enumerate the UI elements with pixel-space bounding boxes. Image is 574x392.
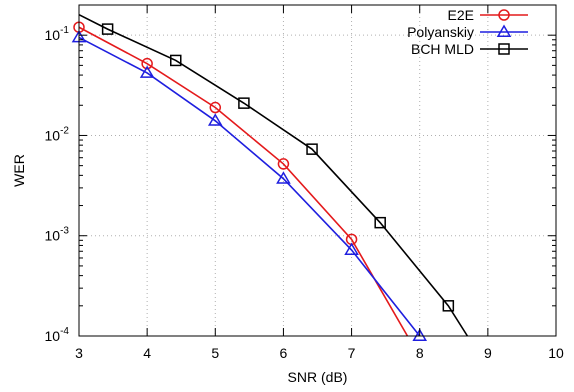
legend-marker <box>498 43 510 55</box>
grid <box>79 5 556 336</box>
series-polyanskiy <box>71 29 428 341</box>
legend-marker <box>496 24 512 37</box>
data-point <box>170 54 182 67</box>
data-point <box>306 143 318 155</box>
x-tick-label: 3 <box>75 345 83 361</box>
x-tick-label: 9 <box>484 345 492 361</box>
legend-marker <box>498 9 510 21</box>
data-point <box>442 300 455 312</box>
plot-frame <box>78 4 557 337</box>
data-point <box>207 113 223 126</box>
x-tick-label: 7 <box>348 345 356 361</box>
data-point <box>238 97 250 109</box>
legend-label: Polyanskiy <box>407 24 474 40</box>
series-line <box>78 14 469 337</box>
legend-label: BCH MLD <box>411 41 474 57</box>
data-point <box>209 101 222 114</box>
data-point <box>412 328 428 341</box>
y-tick-label: 10-2 <box>45 125 70 143</box>
data-point <box>276 171 291 184</box>
x-tick-label: 6 <box>280 345 288 361</box>
x-tick-label: 4 <box>143 345 151 361</box>
data-point <box>374 216 386 229</box>
y-axis-label: WER <box>11 154 27 187</box>
ticks: 3 4 5 6 7 8 9 10 10-1 10-2 10-3 10-4 <box>45 4 564 361</box>
data-point <box>344 242 359 255</box>
data-point <box>139 65 155 78</box>
x-axis-label: SNR (dB) <box>288 369 348 385</box>
series-line <box>78 26 409 337</box>
series-line <box>78 36 421 337</box>
legend-label: E2E <box>448 7 474 23</box>
data-point <box>101 23 114 35</box>
series-e2e <box>73 21 409 337</box>
x-tick-label: 5 <box>211 345 219 361</box>
x-tick-label: 8 <box>416 345 424 361</box>
y-tick-label: 10-3 <box>45 226 70 244</box>
x-tick-label: 10 <box>548 345 564 361</box>
data-point <box>277 158 290 170</box>
y-tick-label: 10-1 <box>45 25 70 43</box>
data-point <box>141 57 153 70</box>
y-tick-label: 10-4 <box>45 326 70 344</box>
series-bch-mld <box>78 14 469 337</box>
series-group <box>71 14 469 341</box>
